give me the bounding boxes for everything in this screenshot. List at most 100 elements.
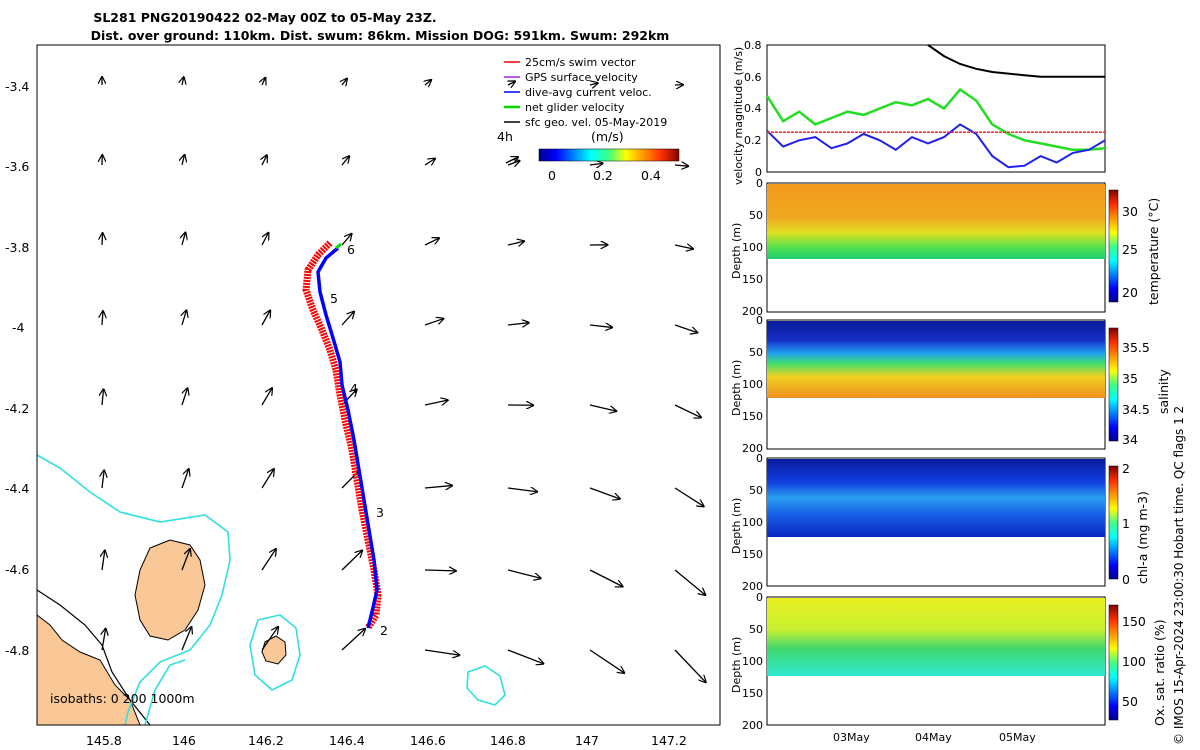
- map-y-tick: -4: [12, 320, 25, 335]
- current-vector-arrow: [102, 551, 105, 571]
- sal-clabel: salinity: [1156, 369, 1171, 414]
- temperature-panel: 30 25 20 temperature (°C): [766, 182, 1161, 313]
- land-island-small: [261, 635, 287, 665]
- map-y-tick: -4.6: [5, 562, 29, 577]
- current-vector-arrow: [507, 569, 541, 578]
- current-vector-arrow: [424, 649, 459, 655]
- depth-tick: 50: [749, 209, 763, 222]
- isobath-contour: [36, 454, 231, 726]
- current-vector-arrow: [507, 241, 524, 245]
- isobath-label: isobaths: 0 200 1000m: [50, 691, 195, 706]
- map-x-tick: 147: [575, 733, 599, 748]
- current-vector-arrow: [589, 649, 624, 673]
- legend-net: net glider velocity: [525, 101, 625, 114]
- depth-tick: 100: [742, 378, 763, 391]
- waypoint-3: 3: [376, 505, 384, 520]
- current-vector-arrow: [261, 233, 268, 246]
- depth-tick: 150: [742, 548, 763, 561]
- map-x-tick: 146.2: [248, 733, 284, 748]
- map-y-tick: -4.8: [5, 643, 29, 658]
- map-x-tick: 146.8: [490, 733, 526, 748]
- current-vector-arrow: [589, 325, 612, 327]
- map-y-tick: -4.4: [5, 481, 29, 496]
- current-vector-arrow: [341, 312, 354, 326]
- depth-tick: 200: [742, 719, 763, 732]
- oxygen-colorbar: [1108, 604, 1119, 721]
- current-vector-arrow: [508, 81, 515, 85]
- map-legend: 25cm/s swim vector GPS surface velocity …: [497, 56, 680, 183]
- colorbar-tick: 0.4: [641, 168, 661, 183]
- copyright-note: © IMOS 15-Apr-2024 23:00:30 Hobart time.…: [1172, 405, 1186, 745]
- velocity-panel: 0.8 0.6 0.4 0.2 0 velocity magnitude (m/…: [732, 39, 1106, 185]
- time-tick: 04May: [915, 731, 952, 744]
- current-vector-arrow: [181, 549, 190, 571]
- map-y-tick: -3.8: [5, 240, 29, 255]
- current-vector-arrow: [261, 310, 270, 326]
- depth-tick: 50: [749, 484, 763, 497]
- sal-ctick: 35.5: [1122, 340, 1150, 355]
- depth-tick: 50: [749, 623, 763, 636]
- colorbar-tick: 0.2: [593, 168, 613, 183]
- scale-label: 4h: [497, 129, 513, 144]
- vel-tick: 0.2: [744, 134, 762, 147]
- current-vector-arrow: [424, 238, 439, 246]
- legend-swim: 25cm/s swim vector: [525, 56, 636, 69]
- current-vector-arrow: [182, 155, 185, 166]
- salinity-panel: 35.5 35 34.5 34 salinity: [766, 319, 1171, 450]
- waypoint-4: 4: [350, 381, 358, 396]
- colorbar-tick: 0: [548, 168, 556, 183]
- legend-dive-avg: dive-avg current veloc.: [525, 86, 652, 99]
- chla-clabel: chl-a (mg m-3): [1135, 491, 1150, 584]
- vel-ylabel: velocity magnitude (m/s): [732, 47, 745, 185]
- map-x-tick: 146: [172, 733, 196, 748]
- map-y-tick: -3.4: [5, 79, 29, 94]
- waypoint-5: 5: [330, 291, 338, 306]
- current-vector-arrow: [424, 319, 443, 326]
- map-x-tick: 146.4: [329, 733, 365, 748]
- current-vector-arrow: [424, 159, 435, 165]
- current-vector-arrow: [181, 627, 191, 651]
- current-vector-arrow: [424, 486, 452, 488]
- current-vector-arrow: [425, 80, 431, 85]
- current-vector-arrow: [342, 79, 347, 85]
- current-vector-arrow: [674, 569, 705, 595]
- current-vector-arrow: [424, 570, 456, 571]
- current-vector-arrow: [589, 404, 616, 411]
- map-x-axis: 145.8 146 146.2 146.4 146.6 146.8 147 14…: [86, 733, 687, 748]
- chla-ctick: 2: [1122, 461, 1130, 476]
- current-vector-arrow: [182, 233, 185, 246]
- current-vector-arrow: [589, 163, 603, 165]
- temp-ctick: 25: [1122, 242, 1138, 257]
- depth-tick: 200: [742, 580, 763, 593]
- vel-tick: 0: [755, 166, 762, 179]
- depth-tick: 100: [742, 655, 763, 668]
- current-vector-arrow: [674, 404, 701, 418]
- time-tick: 05May: [999, 731, 1036, 744]
- depth-label: Depth (m): [730, 637, 743, 693]
- temperature-heatmap: [767, 184, 1105, 259]
- current-vector-arrow: [261, 469, 274, 489]
- time-tick: 03May: [833, 731, 870, 744]
- legend-sfc-geo: sfc geo. vel. 05-May-2019: [525, 116, 667, 129]
- waypoint-2: 2: [380, 623, 388, 638]
- velocity-series-line: [927, 44, 1105, 78]
- current-vector-arrow: [102, 311, 103, 326]
- map-y-tick: -4.2: [5, 401, 29, 416]
- current-vector-arrow: [507, 488, 537, 492]
- sal-ctick: 34: [1122, 432, 1138, 447]
- current-vector-arrow: [341, 234, 352, 246]
- current-vector-arrow: [674, 245, 693, 249]
- ox-ctick: 100: [1122, 654, 1146, 669]
- current-vector-arrow: [589, 487, 620, 499]
- current-vector-arrow: [181, 469, 189, 489]
- depth-tick: 200: [742, 442, 763, 455]
- chla-heatmap: [767, 459, 1105, 537]
- current-vector-arrow: [507, 323, 529, 325]
- depth-tick: 150: [742, 273, 763, 286]
- current-vector-arrow: [102, 233, 103, 246]
- ox-ctick: 150: [1122, 614, 1146, 629]
- isobath-contour: [466, 665, 506, 706]
- velocity-series-line: [766, 123, 1106, 169]
- map-x-tick: 145.8: [86, 733, 122, 748]
